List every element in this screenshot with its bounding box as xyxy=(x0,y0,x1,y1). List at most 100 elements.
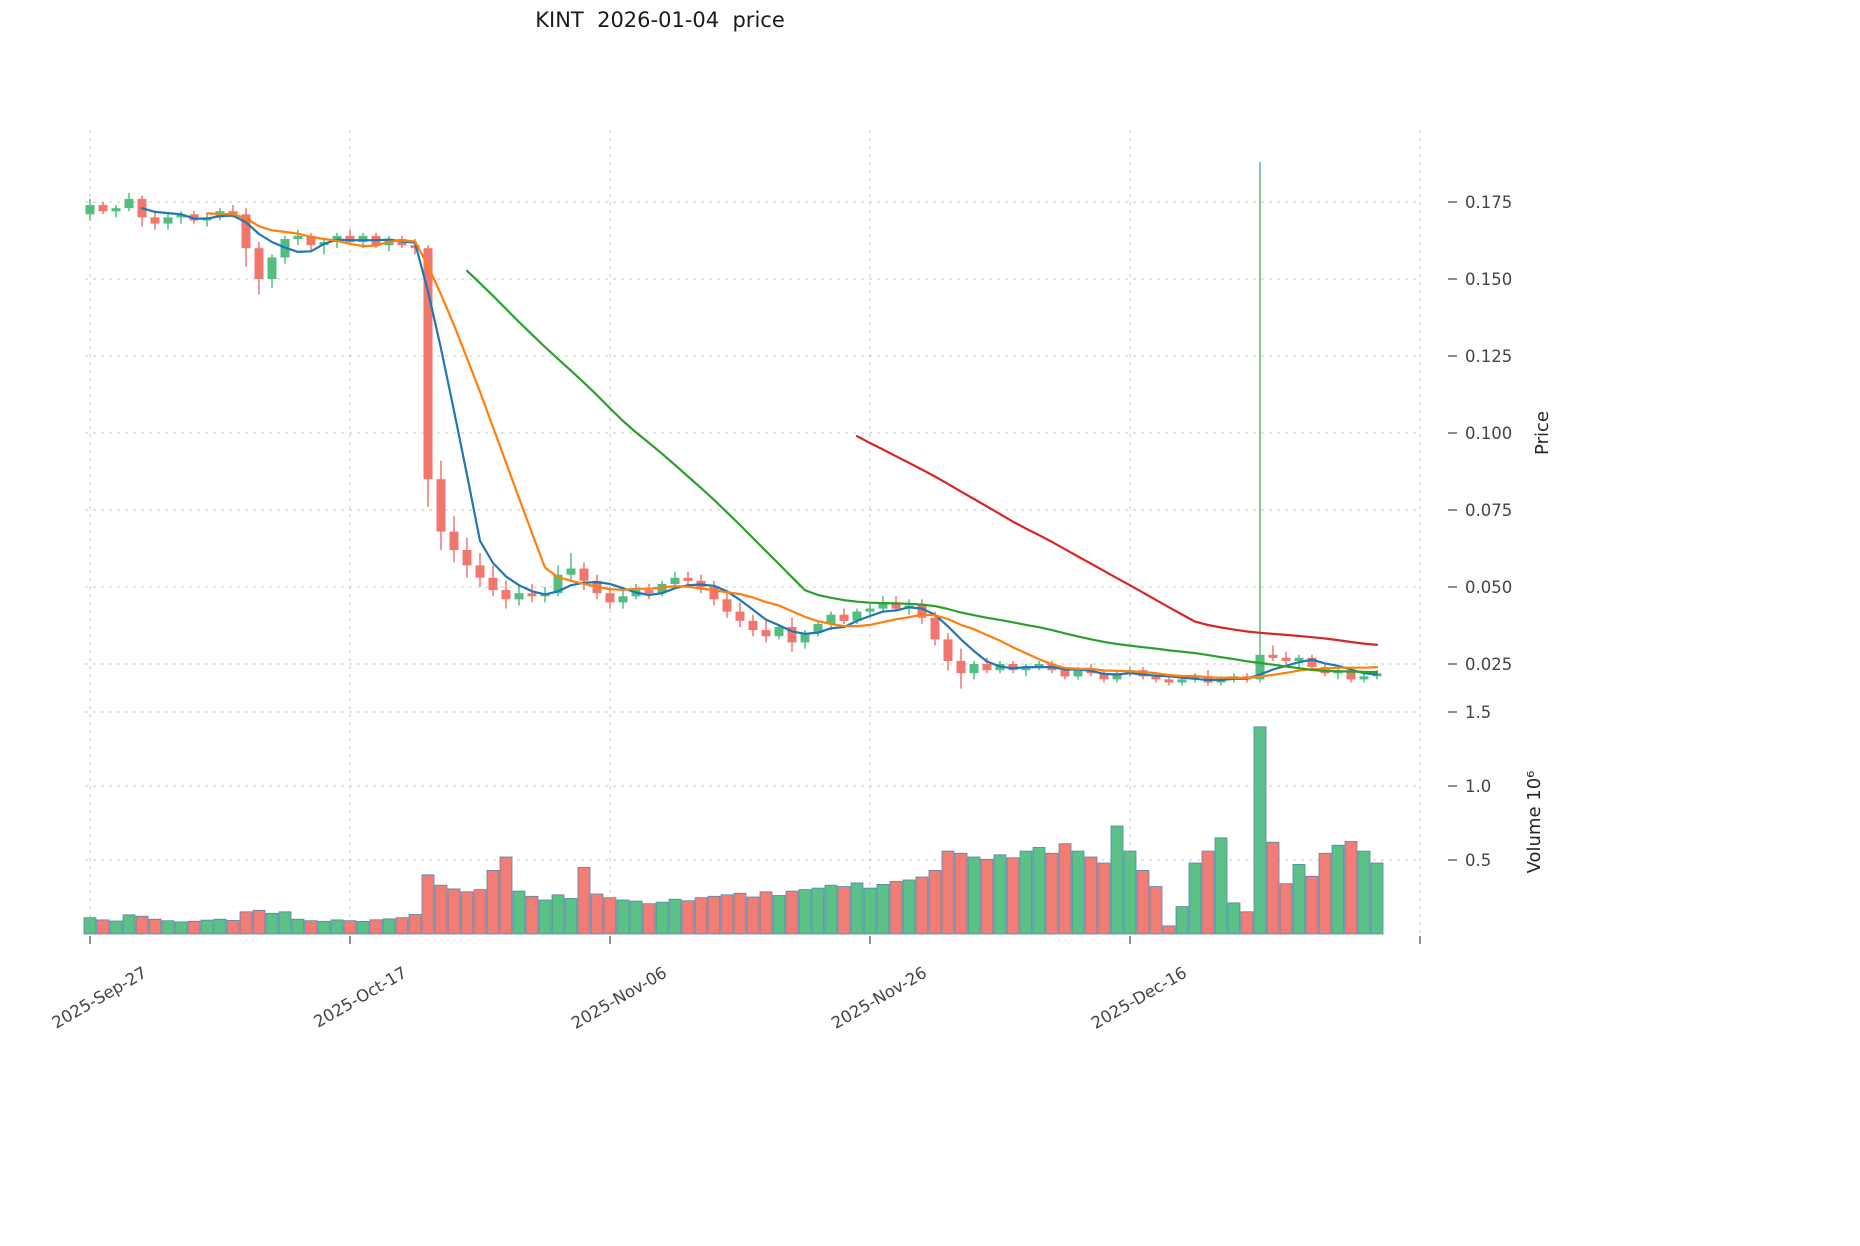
volume-bar xyxy=(889,881,903,935)
price-tick-label: 0.175 xyxy=(1465,193,1512,212)
candle-body xyxy=(1294,657,1304,661)
ma-line-60 xyxy=(855,435,1379,647)
candle-body xyxy=(163,217,173,224)
candle xyxy=(267,254,277,289)
candle-body xyxy=(98,205,108,212)
volume-bar xyxy=(811,887,825,935)
volume-bar xyxy=(148,918,162,935)
volume-bar xyxy=(1292,864,1306,935)
volume-bar xyxy=(135,915,149,935)
candle xyxy=(98,202,108,215)
candle xyxy=(514,583,524,606)
axis-labels: Price Volume 10⁶ xyxy=(1524,411,1553,873)
candle xyxy=(1099,670,1109,683)
candle-body xyxy=(670,577,680,584)
volume-bar xyxy=(239,911,253,935)
volume-bar xyxy=(590,893,604,935)
candle-body xyxy=(501,590,511,600)
candle-body xyxy=(514,593,524,600)
volume-bar xyxy=(83,917,97,935)
price-tick-label: 0.050 xyxy=(1465,578,1512,597)
candle xyxy=(111,205,121,218)
candle xyxy=(644,583,654,600)
x-tick-label: 2025-Nov-26 xyxy=(828,963,930,1033)
volume-bar xyxy=(96,919,110,935)
volume-bar xyxy=(850,882,864,935)
candle xyxy=(1164,676,1174,686)
candle xyxy=(1021,664,1031,677)
candle-body xyxy=(111,208,121,212)
candle-body xyxy=(293,235,303,239)
candle xyxy=(605,587,615,609)
candle-body xyxy=(1307,657,1317,667)
volume-bar xyxy=(1006,857,1020,935)
candle xyxy=(475,553,485,587)
candle xyxy=(1307,654,1317,671)
candle-body xyxy=(345,235,355,243)
volume-bar xyxy=(681,900,695,935)
ma-line-10 xyxy=(205,212,1379,680)
candle-body xyxy=(930,617,940,640)
candle-body xyxy=(1021,667,1031,671)
volume-bar xyxy=(616,899,630,935)
volume-bar xyxy=(460,891,474,935)
candle-body xyxy=(774,627,784,637)
candle-body xyxy=(228,211,238,215)
volume-bar xyxy=(525,895,539,935)
candle-body xyxy=(1138,670,1148,677)
candle-body xyxy=(358,235,368,243)
volume-bar xyxy=(304,920,318,935)
volume-bar xyxy=(1188,862,1202,935)
volume-bar xyxy=(1162,925,1176,935)
candle-body xyxy=(891,602,901,609)
volume-bar xyxy=(1136,870,1150,935)
candle xyxy=(969,660,979,680)
volume-bar xyxy=(499,856,513,935)
volume-bar xyxy=(1110,825,1124,935)
candle xyxy=(1008,660,1018,674)
candle xyxy=(85,198,95,221)
volume-bar xyxy=(382,918,396,935)
candle-body xyxy=(527,593,537,597)
candle-body xyxy=(800,633,810,643)
candle xyxy=(618,590,628,609)
volume-axis-label: Volume 10⁶ xyxy=(1524,771,1545,874)
candle-body xyxy=(189,214,199,221)
candle-body xyxy=(605,593,615,603)
price-tick-label: 0.125 xyxy=(1465,347,1512,366)
candle xyxy=(813,620,823,637)
volume-tick-label: 0.5 xyxy=(1465,851,1491,870)
candle-body xyxy=(969,664,979,674)
candle-body xyxy=(1008,664,1018,671)
candle-body xyxy=(1177,679,1187,683)
volume-bar xyxy=(707,895,721,935)
volume-bar xyxy=(1370,862,1384,935)
candle xyxy=(293,229,303,246)
x-tick-label: 2025-Nov-06 xyxy=(568,963,670,1033)
volume-bar xyxy=(1240,911,1254,935)
volume-bar xyxy=(902,879,916,935)
volume-bar xyxy=(941,850,955,935)
volume-bar xyxy=(473,889,487,935)
volume-bar xyxy=(278,911,292,935)
candle-body xyxy=(241,214,251,249)
volume-bar xyxy=(174,921,188,935)
volume-bar xyxy=(408,914,422,935)
volume-bar xyxy=(1071,850,1085,935)
candle-body xyxy=(878,602,888,609)
ma-line-30 xyxy=(465,269,1379,674)
volume-bar xyxy=(954,852,968,935)
volume-bar xyxy=(1149,886,1163,935)
candle xyxy=(826,611,836,631)
candle-body xyxy=(865,608,875,612)
volume-bar xyxy=(772,895,786,935)
candle-body xyxy=(306,235,316,246)
candle xyxy=(436,460,446,550)
volume-bar xyxy=(1331,844,1345,935)
volume-bar xyxy=(915,876,929,935)
candle xyxy=(150,211,160,230)
volume-bar xyxy=(447,888,461,935)
volume-bar xyxy=(733,892,747,935)
candle-body xyxy=(917,605,927,618)
